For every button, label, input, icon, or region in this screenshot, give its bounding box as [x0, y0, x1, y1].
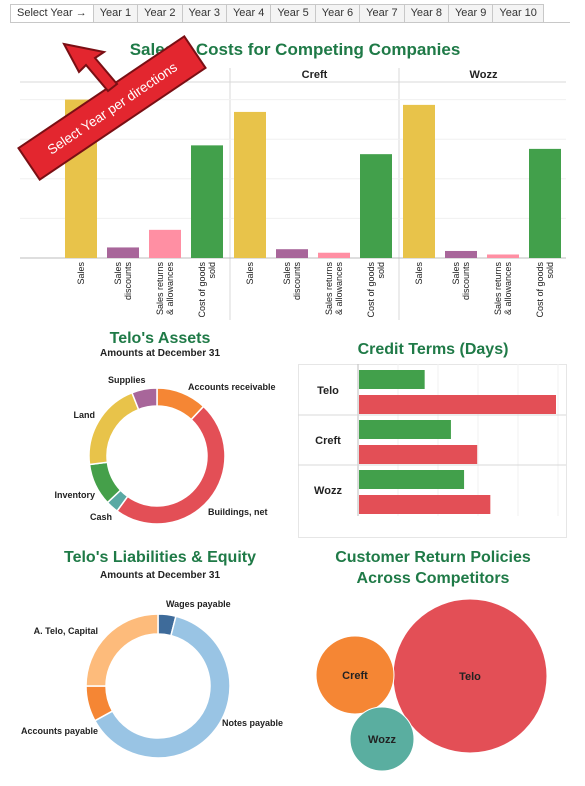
tab-divider [10, 22, 570, 23]
bubble-creft [315, 635, 395, 715]
liabilities-donut-chart: Wages payable Notes payable Accounts payab… [21, 599, 283, 759]
slice-notes-payable [93, 615, 231, 759]
company-header-wozz: Wozz [470, 69, 498, 81]
tab-year-1[interactable]: Year 1 [92, 4, 139, 23]
slice-supplies [130, 387, 158, 411]
credit-label-telo: Telo [317, 385, 339, 397]
liabilities-title: Telo's Liabilities & Equity [64, 549, 256, 566]
slice-label-buildings-net: Buildings, net [208, 507, 268, 517]
credit-title: Credit Terms (Days) [357, 341, 509, 358]
bar-telo-1 [107, 247, 139, 258]
tab-year-7[interactable]: Year 7 [359, 4, 405, 23]
tick-label-telo-3: sold [207, 262, 217, 279]
credit-bar-wozz-0 [359, 470, 465, 489]
slice-label-a-telo-capital: A. Telo, Capital [34, 626, 98, 636]
bar-telo-0 [65, 99, 97, 258]
bubble-wozz [349, 706, 415, 772]
slice-label-accounts-receivable: Accounts receivable [188, 382, 276, 392]
tick-label-wozz-2: & allowances [503, 262, 513, 316]
tick-label-creft-3: Cost of goods [366, 262, 376, 318]
tick-label-telo-2: Sales returns [155, 262, 165, 316]
credit-bar-wozz-1 [359, 495, 491, 514]
bar-creft-0 [234, 111, 266, 258]
tick-label-telo-0: Sales [76, 262, 86, 285]
tab-year-5[interactable]: Year 5 [270, 4, 316, 23]
year-tab-bar: Select Year → Year 1 Year 2 Year 3 Year 4 Yea… [10, 4, 544, 23]
bar-creft-1 [276, 249, 308, 258]
bar-creft-2 [318, 252, 350, 258]
slice-label-wages-payable: Wages payable [166, 599, 231, 609]
tick-label-wozz-2: Sales returns [493, 262, 503, 316]
slice-label-inventory: Inventory [54, 490, 95, 500]
tick-label-wozz-1: discounts [461, 262, 471, 301]
tick-label-creft-2: Sales returns [324, 262, 334, 316]
bar-telo-2 [149, 229, 181, 258]
tick-label-telo-1: Sales [113, 262, 123, 285]
tab-year-2[interactable]: Year 2 [137, 4, 183, 23]
returns-title-line2: Across Competitors [356, 570, 510, 587]
tick-label-creft-1: discounts [292, 262, 302, 301]
tick-label-telo-3: Cost of goods [197, 262, 207, 318]
tick-label-wozz-0: Sales [414, 262, 424, 285]
assets-donut-chart: Accounts receivable Buildings, net Cash Inv… [54, 375, 276, 525]
credit-bar-telo-0 [359, 370, 425, 389]
credit-bar-creft-1 [359, 445, 478, 464]
credit-label-wozz: Wozz [314, 485, 342, 497]
tick-label-wozz-3: sold [545, 262, 555, 279]
slice-label-cash: Cash [90, 512, 112, 522]
bubble-label-wozz: Wozz [368, 734, 396, 746]
slice-label-supplies: Supplies [108, 375, 146, 385]
returns-title-line1: Customer Return Policies [335, 549, 531, 566]
tick-label-wozz-3: Cost of goods [535, 262, 545, 318]
credit-label-creft: Creft [315, 435, 341, 447]
tick-label-wozz-1: Sales [451, 262, 461, 285]
slice-a-telo-capital [85, 613, 159, 687]
company-header-creft: Creft [302, 69, 328, 81]
assets-subtitle: Amounts at December 31 [99, 348, 221, 359]
tick-label-telo-2: & allowances [165, 262, 175, 316]
liabilities-subtitle: Amounts at December 31 [99, 570, 221, 581]
bar-wozz-2 [487, 254, 519, 258]
tick-label-creft-2: & allowances [334, 262, 344, 316]
credit-panel-border [298, 364, 567, 538]
tick-label-creft-0: Sales [245, 262, 255, 285]
sales-chart-title: Sales & Costs for Competing Companies [129, 40, 461, 59]
bar-creft-3 [360, 154, 392, 258]
slice-label-accounts-payable: Accounts payable [21, 726, 98, 736]
bar-wozz-0 [403, 104, 435, 258]
credit-bar-telo-1 [359, 395, 556, 414]
credit-terms-chart: Telo Creft Wozz [298, 364, 567, 538]
bar-wozz-1 [445, 250, 477, 258]
bubble-label-creft: Creft [342, 670, 368, 682]
return-policy-bubble-chart: Telo Creft Wozz [315, 598, 548, 772]
tick-label-creft-1: Sales [282, 262, 292, 285]
assets-title: Telo's Assets [109, 330, 211, 347]
slice-label-land: Land [74, 410, 96, 420]
tick-label-telo-1: discounts [123, 262, 133, 301]
slice-land [88, 391, 140, 466]
bubble-label-telo: Telo [459, 671, 481, 683]
bar-wozz-3 [529, 148, 561, 258]
slice-label-notes-payable: Notes payable [222, 718, 283, 728]
credit-bar-creft-0 [359, 420, 451, 439]
tick-label-creft-3: sold [376, 262, 386, 279]
bar-telo-3 [191, 145, 223, 258]
